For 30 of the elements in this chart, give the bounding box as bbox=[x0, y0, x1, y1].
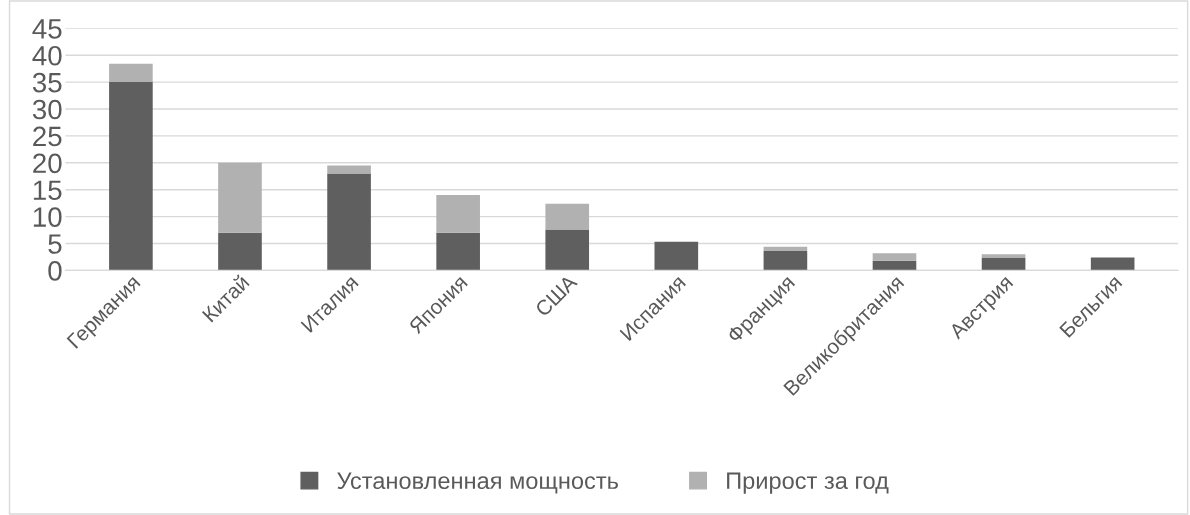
y-tick-label: 10 bbox=[33, 207, 62, 227]
legend-label: Установленная мощность bbox=[337, 472, 618, 494]
y-tick-label: 25 bbox=[33, 126, 62, 147]
y-tick-label: 5 bbox=[48, 234, 62, 254]
y-tick-label: 20 bbox=[33, 153, 62, 174]
bar bbox=[218, 232, 262, 271]
bar bbox=[654, 241, 699, 271]
bar bbox=[872, 253, 917, 261]
y-tick-label: 40 bbox=[32, 45, 62, 66]
y-tick-label: 15 bbox=[33, 180, 62, 201]
bar bbox=[436, 195, 480, 233]
y-tick-label: 0 bbox=[48, 261, 62, 281]
bar bbox=[763, 251, 808, 271]
bar bbox=[872, 260, 917, 271]
bar bbox=[327, 173, 371, 271]
bar bbox=[981, 257, 1026, 271]
bar bbox=[109, 63, 153, 83]
bar bbox=[763, 246, 808, 252]
bar bbox=[436, 232, 480, 271]
bar bbox=[545, 203, 590, 230]
y-tick-label: 35 bbox=[32, 72, 62, 93]
y-tick-label: 30 bbox=[32, 99, 62, 120]
bar bbox=[545, 229, 590, 271]
bar bbox=[981, 254, 1026, 258]
legend-label: Прирост за год bbox=[727, 472, 889, 494]
bar bbox=[327, 165, 371, 174]
bar bbox=[218, 162, 262, 233]
bar bbox=[1090, 257, 1135, 271]
y-tick-label: 45 bbox=[32, 19, 62, 39]
bar bbox=[109, 82, 153, 271]
